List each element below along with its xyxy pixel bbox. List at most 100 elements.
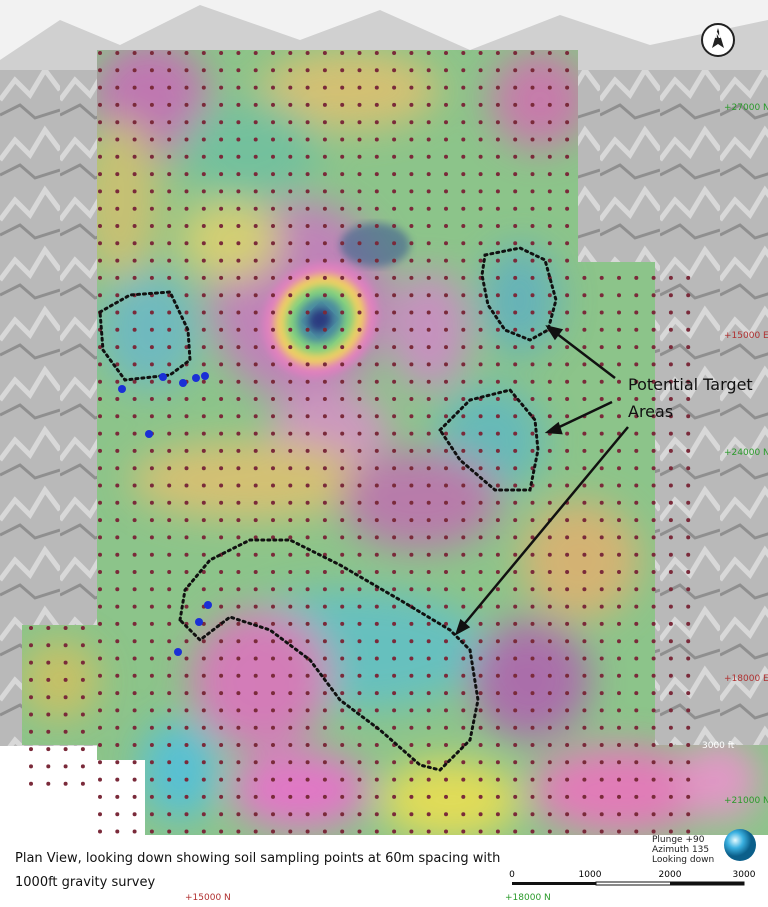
sampling-point	[547, 500, 552, 505]
sampling-point	[288, 500, 293, 505]
sampling-point	[219, 639, 224, 644]
sampling-point	[426, 760, 431, 765]
sampling-point	[392, 120, 397, 125]
sampling-point	[288, 829, 293, 834]
sampling-point	[651, 310, 656, 315]
sampling-point	[288, 345, 293, 350]
sampling-point	[530, 345, 535, 350]
sampling-point	[409, 102, 414, 107]
sampling-point	[149, 673, 154, 678]
sampling-point	[461, 51, 466, 55]
sampling-point	[617, 397, 621, 401]
sampling-point	[565, 85, 570, 90]
sampling-point	[374, 224, 379, 228]
sampling-point	[201, 552, 206, 557]
sampling-point	[357, 379, 362, 384]
sampling-point	[409, 327, 414, 332]
sampling-point	[513, 397, 518, 401]
sampling-point	[132, 708, 137, 713]
sampling-point	[651, 760, 656, 765]
sampling-point	[115, 466, 120, 471]
sampling-point	[340, 760, 345, 765]
sampling-point	[444, 189, 448, 194]
sampling-point	[149, 137, 154, 142]
sampling-point	[513, 414, 518, 419]
sampling-point	[184, 275, 189, 280]
sampling-point	[547, 621, 552, 626]
sampling-point	[63, 626, 68, 630]
sampling-point	[582, 777, 587, 782]
sampling-point	[305, 258, 310, 263]
sampling-point	[219, 466, 224, 471]
sampling-point	[167, 604, 172, 609]
sampling-point	[409, 258, 414, 263]
sampling-point	[461, 725, 466, 730]
sampling-point	[547, 51, 552, 55]
sampling-point	[495, 570, 500, 574]
sampling-point	[426, 137, 431, 142]
sampling-point	[617, 829, 621, 834]
sampling-point	[547, 397, 552, 401]
sampling-point	[392, 500, 397, 505]
sampling-point	[80, 695, 85, 700]
sampling-point	[513, 760, 518, 765]
sampling-point	[219, 829, 224, 834]
sampling-point	[46, 695, 51, 700]
sampling-point	[374, 829, 379, 834]
sampling-point	[478, 812, 483, 817]
sampling-point	[478, 379, 483, 384]
sampling-point	[236, 258, 241, 263]
sampling-point	[115, 639, 120, 644]
sampling-point	[167, 518, 172, 523]
sampling-point	[374, 743, 379, 747]
sampling-point	[340, 587, 345, 592]
sampling-point	[461, 120, 466, 125]
sampling-point	[495, 639, 500, 644]
sampling-point	[149, 570, 154, 574]
sampling-point	[530, 552, 535, 557]
sampling-point	[167, 241, 172, 246]
sampling-point	[547, 310, 552, 315]
sampling-point	[167, 224, 172, 228]
sampling-point	[617, 552, 621, 557]
sampling-point	[253, 293, 258, 298]
sampling-point	[46, 747, 51, 752]
sampling-point	[340, 345, 345, 350]
sampling-point	[271, 743, 275, 747]
sampling-point	[322, 241, 327, 246]
sampling-point	[426, 743, 431, 747]
sampling-point	[115, 414, 120, 419]
color-blob	[22, 640, 100, 720]
sampling-point	[340, 206, 345, 211]
sampling-point	[513, 206, 518, 211]
sampling-point	[201, 725, 206, 730]
sampling-point	[495, 51, 500, 55]
sampling-point	[374, 760, 379, 765]
sampling-point	[599, 725, 604, 730]
sampling-point	[392, 725, 397, 730]
sampling-point	[201, 293, 206, 298]
sampling-point	[686, 760, 691, 765]
sampling-point	[495, 725, 500, 730]
sampling-point	[392, 466, 397, 471]
sampling-point	[409, 345, 414, 350]
color-blob	[680, 740, 760, 820]
sampling-point	[149, 414, 154, 419]
sampling-point	[409, 518, 414, 523]
sampling-point	[357, 137, 362, 142]
sampling-point	[409, 656, 414, 661]
sampling-point	[513, 345, 518, 350]
sampling-point	[461, 397, 466, 401]
sampling-point	[98, 379, 102, 384]
sampling-point	[219, 743, 224, 747]
sampling-point	[686, 743, 691, 747]
sampling-point	[392, 224, 397, 228]
sampling-point	[340, 794, 345, 799]
sampling-point	[253, 137, 258, 142]
sampling-point	[167, 172, 172, 177]
sampling-point	[322, 137, 327, 142]
sampling-point	[271, 397, 275, 401]
sampling-point	[530, 275, 535, 280]
sampling-point	[340, 327, 345, 332]
sampling-point	[167, 829, 172, 834]
